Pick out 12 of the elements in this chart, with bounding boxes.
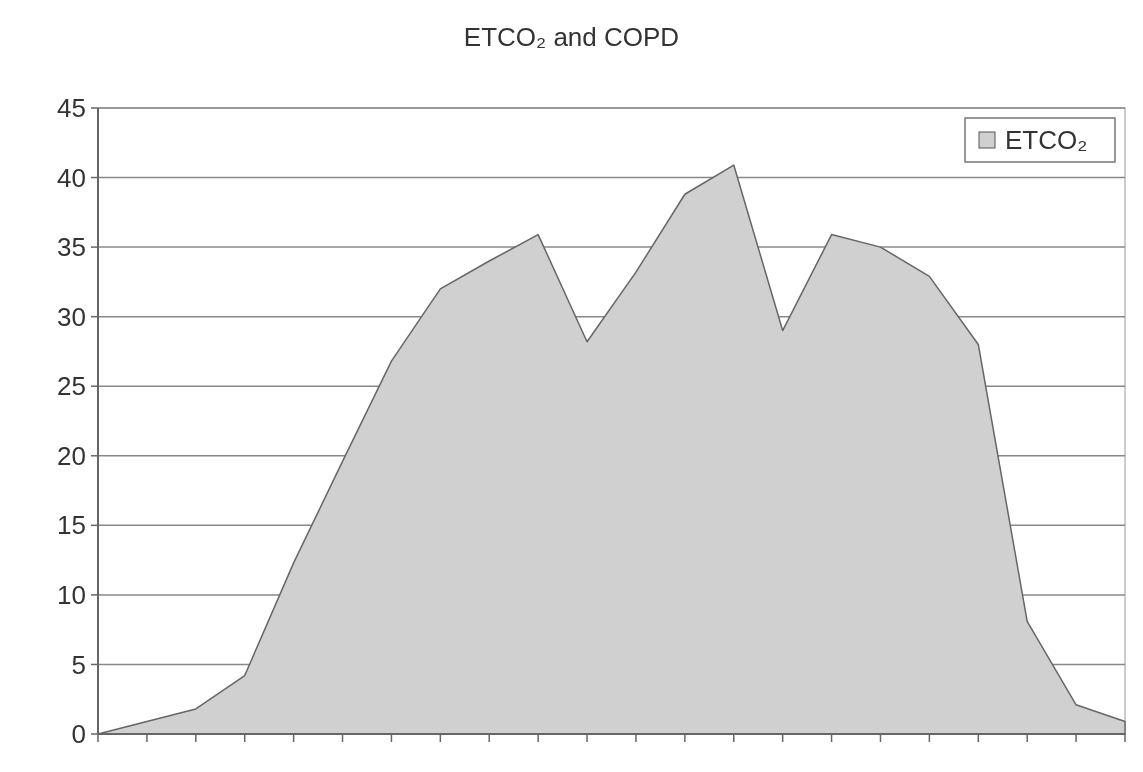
y-tick-label: 25 (57, 371, 86, 402)
y-tick-label: 15 (57, 510, 86, 541)
y-tick-label: 45 (57, 93, 86, 124)
y-tick-label: 40 (57, 162, 86, 193)
y-tick-label: 35 (57, 232, 86, 263)
y-tick-label: 20 (57, 440, 86, 471)
chart-title: ETCO₂ and COPD (463, 22, 680, 52)
y-tick-label: 10 (57, 579, 86, 610)
y-tick-label: 0 (71, 719, 86, 750)
legend: ETCO₂ (964, 117, 1116, 163)
y-tick-label: 5 (71, 649, 86, 680)
y-tick-label: 30 (57, 301, 86, 332)
